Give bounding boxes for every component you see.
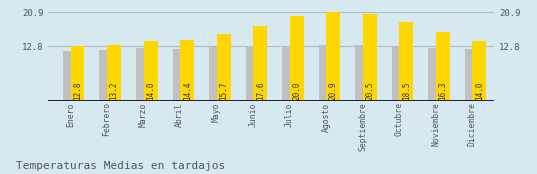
- Bar: [355, 45, 369, 101]
- Text: 18.5: 18.5: [402, 81, 411, 100]
- Bar: [253, 26, 267, 101]
- Text: 16.3: 16.3: [438, 81, 447, 100]
- Text: 12.8: 12.8: [73, 81, 82, 100]
- Bar: [318, 45, 332, 101]
- Text: 20.9: 20.9: [329, 81, 338, 100]
- Bar: [400, 22, 413, 101]
- Bar: [326, 12, 340, 101]
- Bar: [172, 49, 186, 101]
- Bar: [107, 45, 121, 101]
- Bar: [136, 48, 150, 101]
- Bar: [465, 49, 478, 101]
- Text: 13.2: 13.2: [110, 81, 119, 100]
- Bar: [245, 46, 259, 101]
- Bar: [217, 34, 230, 101]
- Bar: [99, 50, 113, 101]
- Bar: [392, 46, 405, 101]
- Text: 20.0: 20.0: [292, 81, 301, 100]
- Text: 17.6: 17.6: [256, 81, 265, 100]
- Bar: [71, 46, 84, 101]
- Text: 14.4: 14.4: [183, 81, 192, 100]
- Text: Temperaturas Medias en tardajos: Temperaturas Medias en tardajos: [16, 161, 226, 171]
- Bar: [473, 41, 487, 101]
- Text: 14.0: 14.0: [475, 81, 484, 100]
- Bar: [209, 47, 223, 101]
- Bar: [429, 48, 442, 101]
- Text: 15.7: 15.7: [219, 81, 228, 100]
- Bar: [290, 16, 304, 101]
- Text: 14.0: 14.0: [146, 81, 155, 100]
- Bar: [363, 14, 377, 101]
- Bar: [180, 40, 194, 101]
- Bar: [436, 32, 450, 101]
- Bar: [144, 41, 157, 101]
- Bar: [63, 51, 77, 101]
- Bar: [282, 46, 296, 101]
- Text: 20.5: 20.5: [365, 81, 374, 100]
